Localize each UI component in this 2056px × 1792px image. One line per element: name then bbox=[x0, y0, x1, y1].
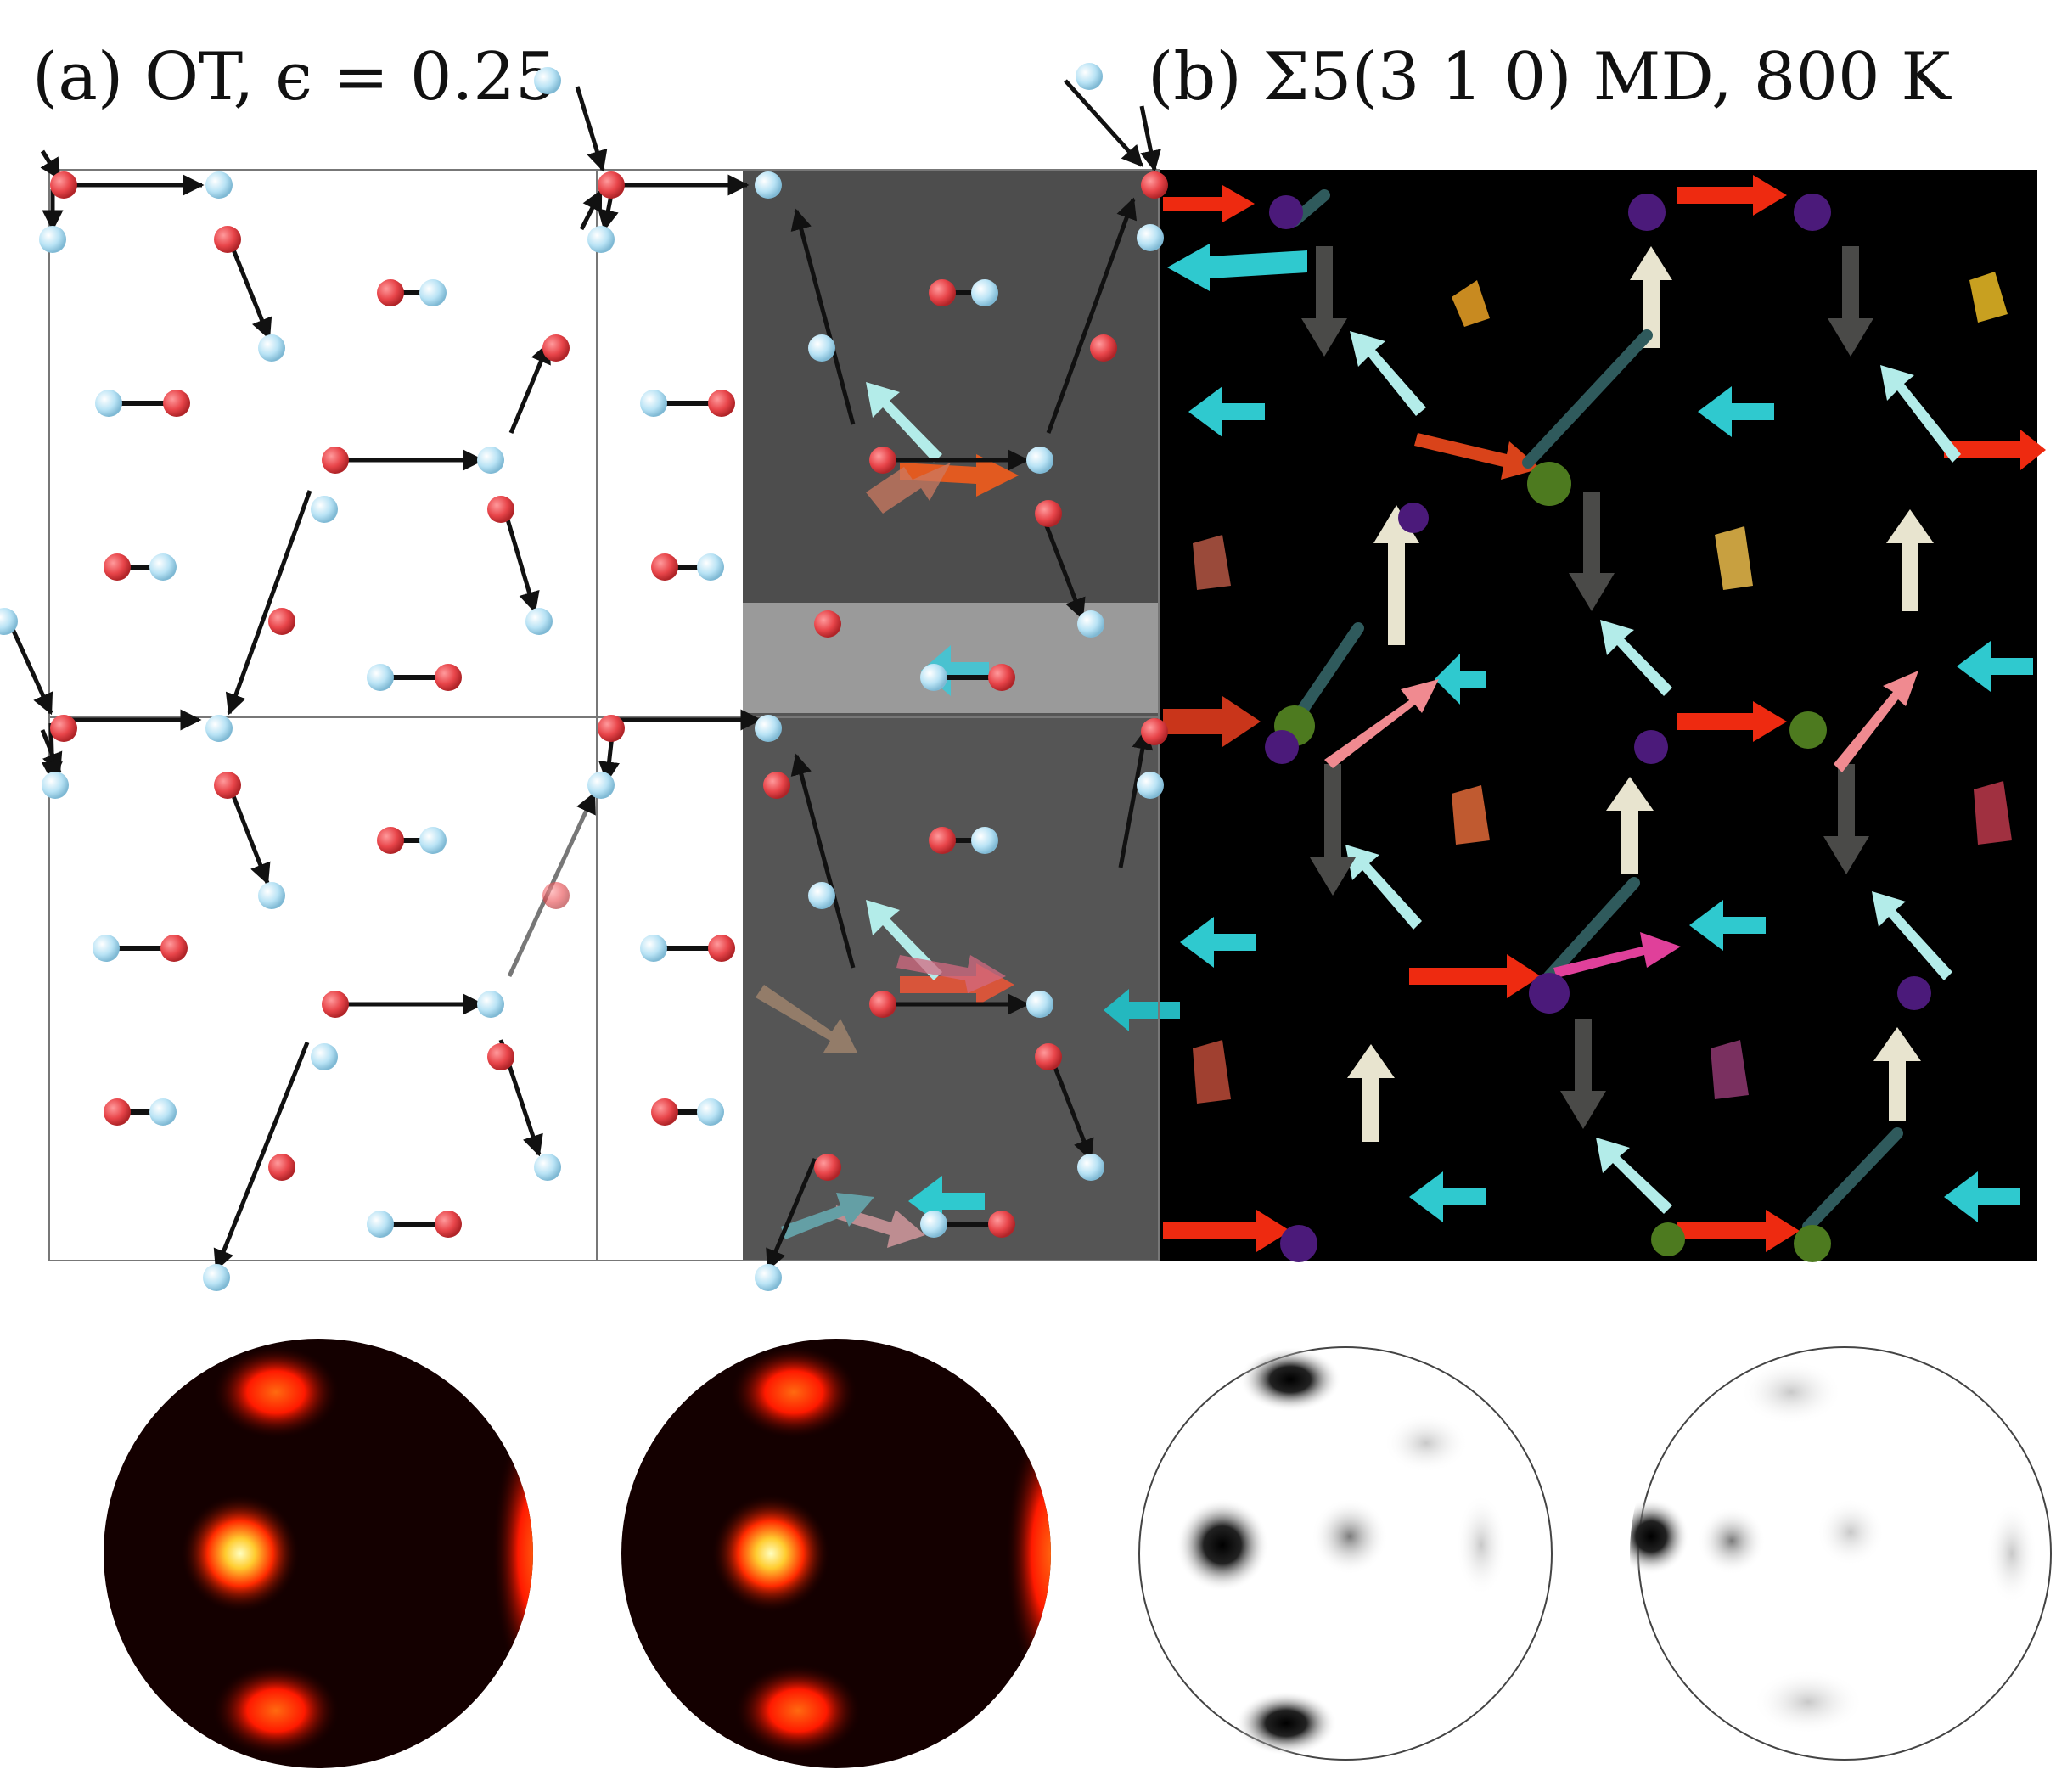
panel-a-label: (a) OT, ϵ = 0.25 bbox=[32, 39, 558, 115]
pole-figure-3 bbox=[1138, 1346, 1553, 1761]
overlay-top bbox=[743, 170, 1159, 603]
pole-figure-4 bbox=[1630, 1346, 2052, 1761]
cell-box bbox=[48, 716, 598, 1261]
overlay-arrows bbox=[756, 463, 1006, 1248]
panel-b-label: (b) Σ5(3 1 0) MD, 800 K bbox=[1148, 39, 1951, 115]
pole-figure-2 bbox=[621, 1339, 1051, 1768]
cell-box bbox=[48, 169, 598, 718]
cell-box bbox=[596, 716, 1160, 1261]
md-arrows bbox=[866, 175, 2046, 1262]
md-panel bbox=[743, 170, 2046, 1262]
pole-figure-1 bbox=[104, 1339, 533, 1768]
lattice-panel bbox=[0, 63, 1168, 1291]
